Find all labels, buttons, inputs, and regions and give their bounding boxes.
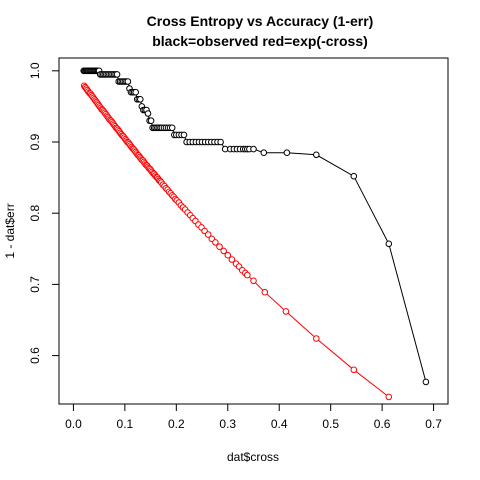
series-0-point	[180, 131, 188, 139]
series-1-point	[250, 277, 257, 285]
x-tick-label: 0.0	[65, 417, 82, 431]
chart-subtitle: black=observed red=exp(-cross)	[152, 33, 368, 49]
series-0-point	[217, 138, 224, 146]
x-tick-label: 0.7	[425, 417, 442, 431]
series-0-point	[260, 149, 268, 156]
series-1-point	[228, 256, 236, 263]
x-tick-label: 0.4	[271, 417, 288, 431]
x-tick-label: 0.5	[322, 417, 339, 431]
y-axis: 0.6 0.7 0.8 0.9 1.0	[28, 62, 60, 364]
y-tick-label: 0.9	[28, 133, 42, 150]
series-1-point	[261, 288, 269, 296]
series-0-point	[137, 96, 144, 103]
y-tick-label: 0.7	[28, 276, 42, 293]
x-tick-label: 0.2	[168, 417, 185, 431]
series-1-point	[385, 393, 393, 401]
y-tick-label: 0.8	[28, 205, 42, 222]
plot-frame	[58, 57, 449, 405]
y-axis-label: 1 - dat$err	[3, 203, 17, 258]
series-1-point	[313, 335, 320, 342]
series-0-point	[124, 78, 132, 85]
series-1-point	[212, 239, 219, 246]
y-tick-label: 0.6	[28, 347, 42, 364]
series-1-point	[220, 247, 227, 255]
x-tick-label: 0.3	[219, 417, 236, 431]
x-axis-label: dat$cross	[227, 450, 279, 464]
series-0-point	[385, 240, 393, 248]
series-0-point	[283, 149, 291, 156]
series-0-point	[422, 378, 430, 386]
series-1-point	[244, 271, 251, 279]
series-0-point	[147, 117, 155, 124]
series-1-point	[350, 366, 358, 374]
series-line-1	[83, 85, 390, 398]
x-axis: 0.0 0.1 0.2 0.3 0.4 0.5 0.6 0.7	[65, 403, 442, 431]
series-1-point	[216, 243, 223, 250]
x-tick-label: 0.6	[374, 417, 391, 431]
y-tick-label: 1.0	[28, 62, 42, 79]
series-layer	[80, 67, 430, 401]
series-0-point	[144, 110, 152, 117]
series-0-point	[113, 71, 121, 78]
chart-title: Cross Entropy vs Accuracy (1-err)	[147, 13, 374, 29]
series-0-point	[132, 88, 139, 96]
series-1-point	[204, 231, 212, 238]
series-0-point	[313, 151, 320, 159]
series-1-point	[282, 308, 290, 315]
series-line-0	[83, 70, 427, 383]
x-tick-label: 0.1	[117, 417, 134, 431]
series-0-point	[350, 172, 358, 180]
series-1-point	[224, 251, 232, 259]
series-0-point	[250, 145, 257, 153]
series-0-point	[168, 124, 176, 132]
